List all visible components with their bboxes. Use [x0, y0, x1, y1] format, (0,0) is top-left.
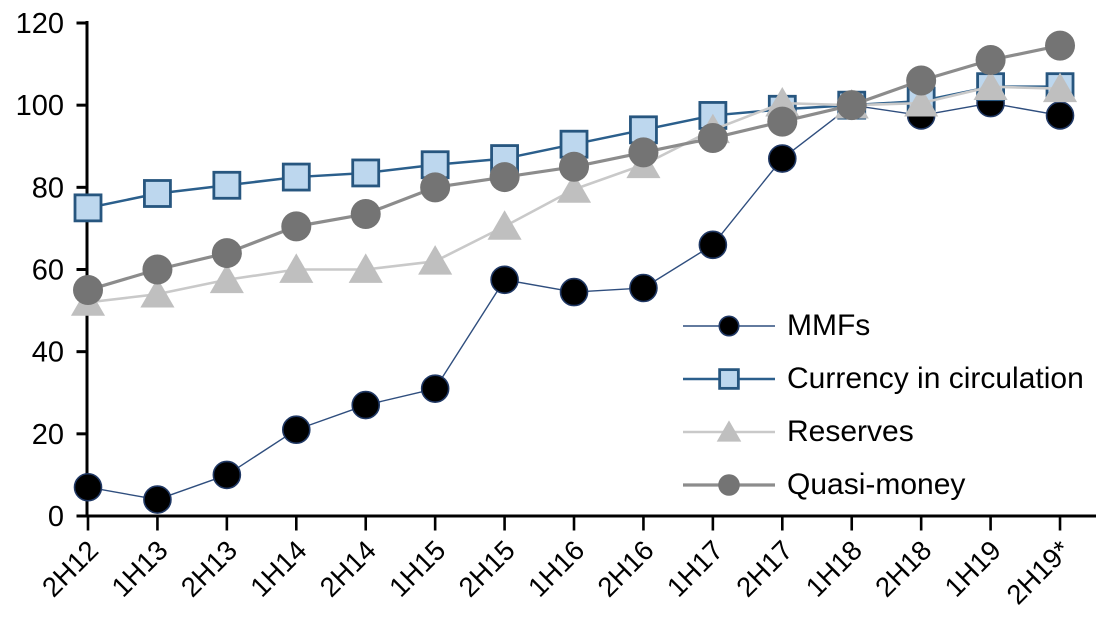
- marker-quasi-money: [73, 275, 103, 306]
- marker-reserves: [140, 278, 175, 308]
- marker-quasi-money: [489, 162, 520, 193]
- marker-quasi-money: [697, 123, 728, 154]
- x-tick-label: 1H13: [105, 534, 173, 602]
- x-tick-label: 2H12: [36, 534, 104, 602]
- x-tick-label: 2H13: [175, 534, 243, 602]
- marker-reserves: [487, 210, 522, 240]
- y-tick-label: 0: [48, 501, 64, 533]
- marker-mmfs: [490, 265, 519, 295]
- x-tick-label: 2H15: [452, 534, 520, 602]
- marker-quasi-money: [211, 238, 242, 269]
- marker-currency-in-circulation: [212, 170, 242, 200]
- marker-reserves: [209, 263, 244, 294]
- marker-reserves: [279, 253, 314, 283]
- legend-item-quasi-money: Quasi-money: [683, 458, 1084, 511]
- marker-mmfs: [559, 277, 589, 307]
- legend-marker-square-icon: [683, 362, 775, 396]
- marker-currency-in-circulation: [281, 162, 311, 192]
- legend-marker-triangle-icon: [683, 415, 775, 449]
- marker-currency-in-circulation: [143, 179, 172, 208]
- marker-mmfs: [212, 460, 242, 490]
- legend-label: Quasi-money: [787, 467, 966, 501]
- marker-quasi-money: [767, 106, 798, 137]
- marker-mmfs: [143, 485, 172, 514]
- legend-label: MMFs: [787, 308, 871, 342]
- legend-marker-circle-icon: [683, 468, 775, 502]
- legend-marker: [716, 419, 742, 442]
- marker-mmfs: [420, 374, 450, 403]
- marker-reserves: [1042, 72, 1078, 103]
- x-tick-label: 2H19*: [1000, 534, 1076, 610]
- marker-mmfs: [629, 273, 658, 303]
- marker-quasi-money: [906, 65, 937, 96]
- x-tick-label: 1H18: [800, 534, 868, 602]
- y-tick-label: 80: [32, 172, 64, 204]
- legend-marker: [718, 367, 740, 390]
- x-tick-label: 1H14: [244, 534, 312, 602]
- marker-mmfs: [281, 415, 311, 445]
- marker-quasi-money: [1045, 30, 1076, 61]
- legend-marker-circle-icon: [683, 309, 775, 343]
- y-tick-label: 60: [32, 255, 64, 287]
- marker-quasi-money: [559, 151, 590, 182]
- marker-quasi-money: [420, 172, 451, 203]
- legend-item-currency-in-circulation: Currency in circulation: [683, 352, 1084, 405]
- x-tick-label: 1H17: [661, 534, 729, 602]
- legend-marker: [718, 314, 740, 337]
- marker-mmfs: [1045, 101, 1075, 130]
- legend-marker: [718, 473, 740, 496]
- marker-reserves: [973, 70, 1008, 101]
- marker-quasi-money: [975, 44, 1006, 75]
- marker-quasi-money: [142, 254, 173, 285]
- y-tick-label: 40: [32, 337, 64, 369]
- marker-mmfs: [698, 230, 728, 260]
- marker-reserves: [765, 86, 800, 117]
- legend-label: Reserves: [787, 414, 914, 448]
- y-tick-label: 20: [32, 419, 64, 451]
- marker-reserves: [556, 173, 592, 203]
- x-tick-label: 2H18: [869, 534, 937, 602]
- marker-reserves: [904, 86, 939, 117]
- marker-reserves: [348, 253, 383, 283]
- legend-item-mmfs: MMFs: [683, 299, 1084, 352]
- marker-mmfs: [73, 472, 103, 502]
- marker-quasi-money: [628, 137, 659, 168]
- y-tick-label: 100: [16, 90, 64, 122]
- marker-mmfs: [351, 390, 381, 420]
- legend-label: Currency in circulation: [787, 361, 1084, 395]
- marker-mmfs: [767, 144, 797, 173]
- x-tick-label: 1H15: [383, 534, 451, 602]
- marker-quasi-money: [350, 199, 381, 230]
- marker-quasi-money: [281, 211, 312, 242]
- x-tick-label: 2H17: [730, 534, 798, 602]
- y-tick-label: 120: [16, 8, 64, 40]
- x-tick-label: 1H16: [522, 534, 590, 602]
- x-tick-label: 2H16: [591, 534, 659, 602]
- chart-legend: MMFs Currency in circulation Reserves Qu…: [683, 299, 1084, 511]
- marker-currency-in-circulation: [351, 158, 381, 188]
- marker-reserves: [418, 245, 453, 275]
- x-tick-label: 2H14: [314, 534, 382, 602]
- series-quasi-money: [73, 30, 1076, 306]
- marker-quasi-money: [836, 90, 867, 121]
- legend-item-reserves: Reserves: [683, 405, 1084, 458]
- x-tick-label: 1H19: [938, 534, 1006, 602]
- marker-currency-in-circulation: [73, 193, 103, 223]
